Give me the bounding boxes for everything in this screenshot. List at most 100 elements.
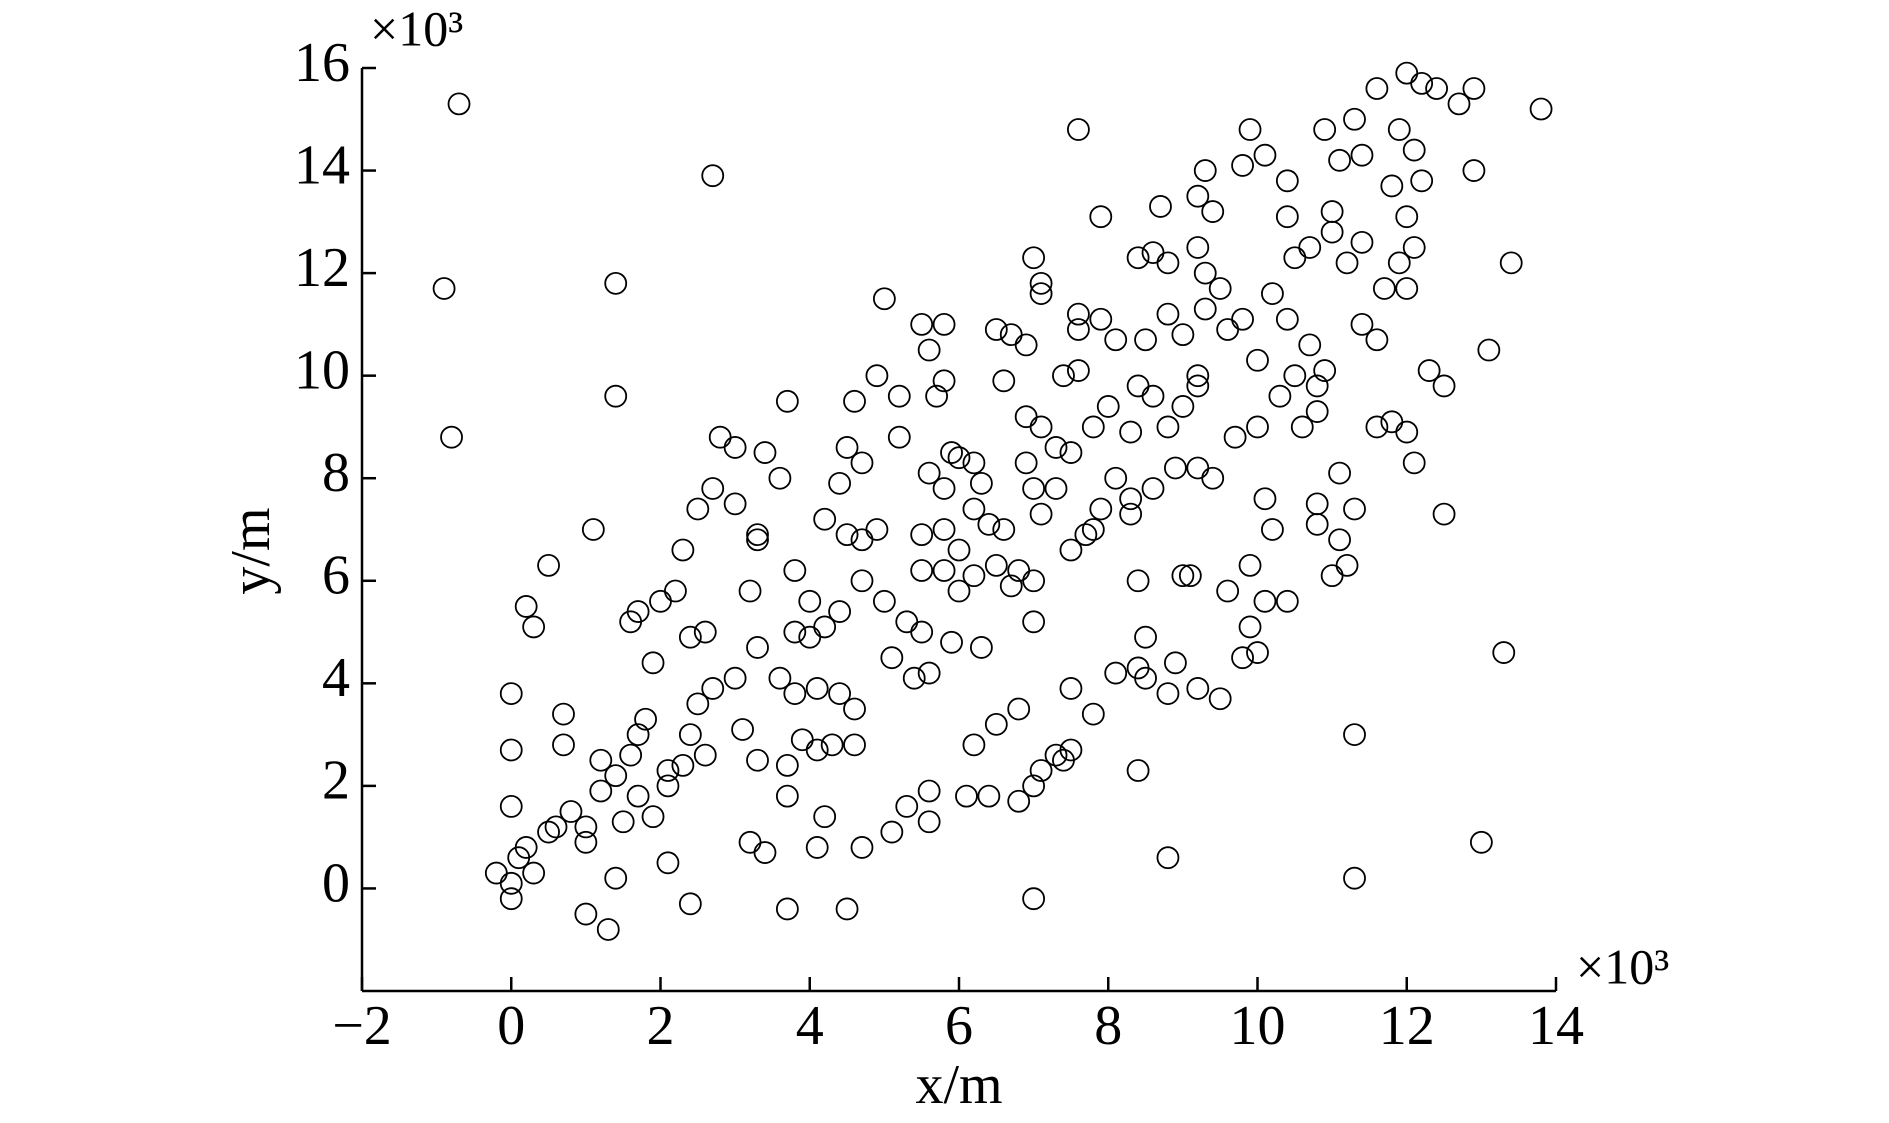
point — [805, 836, 829, 859]
point — [1059, 538, 1083, 562]
point — [656, 759, 680, 782]
point — [783, 559, 807, 582]
point — [1253, 589, 1277, 613]
point — [1298, 236, 1322, 259]
point — [977, 512, 1001, 536]
point — [1164, 651, 1187, 675]
point — [790, 728, 814, 752]
point — [895, 610, 919, 634]
point — [664, 579, 687, 603]
point — [552, 702, 575, 726]
point — [1156, 251, 1180, 275]
point — [604, 384, 628, 408]
point — [1335, 251, 1359, 275]
point — [1387, 118, 1411, 141]
point — [955, 784, 978, 808]
point — [604, 866, 628, 890]
point — [656, 851, 680, 875]
point — [1320, 220, 1344, 244]
point — [1350, 230, 1374, 254]
point — [1022, 246, 1046, 270]
x-multiplier: ×10³ — [1576, 938, 1669, 994]
point — [962, 497, 986, 521]
point — [962, 564, 986, 588]
point — [1022, 774, 1046, 798]
point — [604, 764, 628, 788]
x-tick-label: 10 — [1230, 995, 1286, 1057]
point — [559, 800, 583, 823]
point — [1164, 456, 1187, 480]
point — [843, 697, 866, 721]
point — [1126, 759, 1150, 782]
point — [1275, 589, 1299, 613]
point — [686, 497, 710, 521]
point — [1059, 738, 1083, 762]
point — [693, 620, 717, 644]
point — [574, 830, 598, 854]
point — [1387, 251, 1411, 275]
x-tick-label: 4 — [796, 995, 824, 1057]
point — [932, 369, 956, 393]
x-tick-label: 6 — [945, 995, 973, 1057]
point — [1231, 154, 1254, 177]
point — [1096, 395, 1120, 418]
point — [865, 364, 889, 388]
point — [1432, 374, 1456, 398]
point — [723, 436, 747, 459]
point — [589, 779, 613, 803]
point — [820, 733, 844, 757]
point — [537, 820, 560, 844]
point — [969, 636, 993, 659]
point — [1193, 261, 1217, 285]
y-tick-label: 16 — [294, 32, 350, 94]
point — [1186, 374, 1210, 398]
y-tick-label: 2 — [322, 750, 350, 812]
point — [1059, 677, 1083, 700]
point — [805, 677, 829, 700]
point — [1156, 846, 1180, 870]
point — [992, 369, 1016, 393]
point — [499, 795, 523, 818]
point — [962, 733, 986, 757]
point — [850, 569, 874, 593]
point — [1081, 518, 1105, 541]
y-tick-label: 8 — [322, 442, 350, 504]
point — [977, 784, 1001, 808]
point — [969, 471, 993, 495]
point — [1402, 451, 1426, 475]
point — [499, 682, 523, 705]
point — [1119, 420, 1143, 444]
point — [992, 518, 1016, 541]
point — [1313, 118, 1337, 141]
point — [678, 892, 702, 916]
point — [887, 425, 911, 449]
point — [484, 861, 508, 885]
point — [1462, 159, 1486, 182]
point — [604, 271, 628, 295]
point — [1141, 384, 1165, 408]
point — [1119, 487, 1143, 511]
point — [1156, 302, 1180, 326]
point — [895, 795, 919, 818]
point — [641, 651, 665, 675]
point — [1022, 477, 1046, 500]
point — [783, 682, 807, 705]
point — [738, 830, 762, 854]
point — [1126, 246, 1150, 270]
point — [1343, 866, 1366, 890]
point — [850, 528, 874, 552]
point — [1081, 415, 1105, 439]
point — [1499, 251, 1523, 275]
point — [1067, 359, 1090, 382]
point — [828, 682, 851, 705]
point — [1231, 307, 1254, 331]
point — [1014, 451, 1038, 475]
y-tick-label: 14 — [294, 134, 350, 196]
point — [544, 815, 568, 839]
point — [999, 574, 1023, 598]
point — [1134, 666, 1157, 690]
point — [917, 779, 941, 803]
point — [1044, 477, 1068, 500]
point — [813, 805, 837, 829]
